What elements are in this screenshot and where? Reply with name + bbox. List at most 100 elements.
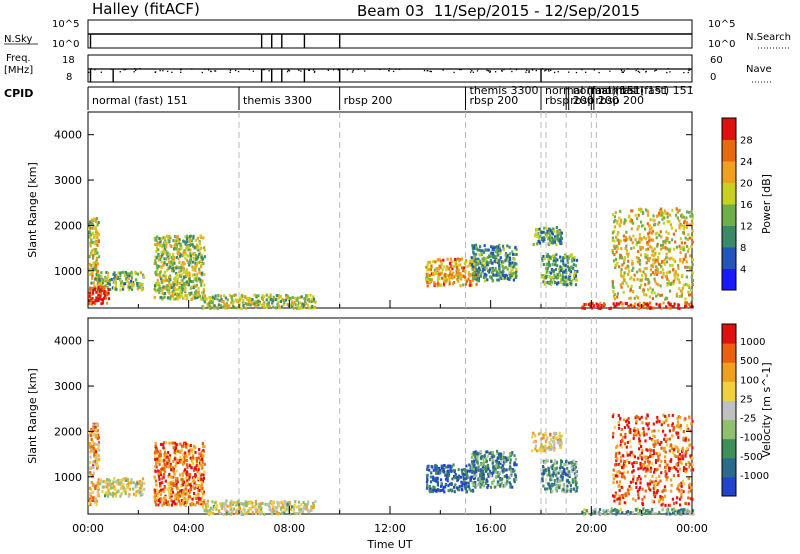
velocity-cell xyxy=(489,469,492,473)
velocity-cell xyxy=(160,498,163,502)
velocity-cell xyxy=(171,490,175,494)
power-cell xyxy=(623,218,626,222)
power-cell xyxy=(475,257,478,261)
velocity-cell xyxy=(141,493,144,497)
velocity-cell xyxy=(560,441,563,445)
velocity-cell xyxy=(180,493,183,497)
velocity-cell xyxy=(678,482,681,486)
velocity-cell xyxy=(137,490,140,494)
power-cell xyxy=(511,252,515,256)
nave-point xyxy=(287,69,289,71)
power-cell xyxy=(475,252,478,256)
velocity-cell xyxy=(486,468,489,472)
velocity-cell xyxy=(229,503,232,507)
power-cell xyxy=(506,277,509,281)
power-cell xyxy=(653,260,656,264)
power-cell xyxy=(286,302,289,306)
power-cell xyxy=(303,296,306,300)
velocity-cell xyxy=(432,475,435,479)
power-cell xyxy=(188,263,191,267)
power-cell xyxy=(89,230,92,234)
velocity-cell xyxy=(500,460,503,463)
power-cell xyxy=(625,249,628,252)
power-cell xyxy=(618,224,621,228)
velocity-cell xyxy=(476,455,479,459)
power-cell xyxy=(130,274,133,278)
velocity-cell xyxy=(622,466,625,470)
nave-point xyxy=(314,70,316,73)
velocity-cell xyxy=(468,463,471,467)
velocity-cell xyxy=(191,456,195,460)
velocity-cell xyxy=(442,470,445,474)
velocity-cell xyxy=(298,506,301,510)
power-colorbar-frame xyxy=(721,117,737,291)
velocity-cell xyxy=(628,484,631,488)
velocity-cell xyxy=(430,480,433,484)
velocity-cell xyxy=(660,423,663,427)
velocity-cell xyxy=(658,420,661,424)
power-cell xyxy=(560,259,563,263)
power-cell xyxy=(547,257,550,261)
velocity-cell xyxy=(426,484,429,487)
power-cell xyxy=(92,219,95,223)
power-cell xyxy=(223,302,226,306)
power-cell xyxy=(231,298,234,302)
power-cell xyxy=(554,281,557,284)
power-cell xyxy=(661,275,664,279)
velocity-cell xyxy=(184,451,187,455)
velocity-cell xyxy=(204,502,207,506)
power-cell xyxy=(515,248,518,252)
power-cell xyxy=(254,294,258,298)
power-cell xyxy=(656,242,659,246)
power-cell xyxy=(471,263,474,267)
power-cell xyxy=(92,301,95,305)
power-cell xyxy=(570,254,573,258)
velocity-cell xyxy=(90,444,93,447)
velocity-cell xyxy=(638,437,641,441)
velocity-cell xyxy=(292,507,296,511)
power-cell xyxy=(154,261,157,265)
power-cell xyxy=(495,255,498,259)
nave-point xyxy=(337,69,340,71)
power-cell xyxy=(257,303,260,307)
power-cell xyxy=(300,295,303,299)
nave-point xyxy=(688,69,690,71)
velocity-cell xyxy=(658,474,661,478)
power-cell xyxy=(163,241,166,245)
velocity-cell xyxy=(96,481,99,485)
velocity-cell xyxy=(159,493,162,496)
velocity-cell xyxy=(442,488,445,492)
velocity-cell xyxy=(678,488,681,492)
power-cell xyxy=(472,250,475,254)
power-cell xyxy=(504,253,507,257)
nave-point xyxy=(486,69,488,72)
velocity-cell xyxy=(502,453,505,457)
velocity-cell xyxy=(179,489,182,493)
power-cell xyxy=(165,245,168,249)
power-cell xyxy=(644,208,648,212)
velocity-cell xyxy=(192,468,196,472)
power-cell xyxy=(513,276,516,280)
velocity-cell xyxy=(543,446,546,449)
velocity-cell xyxy=(479,481,482,485)
power-cell xyxy=(440,261,443,265)
power-cell xyxy=(99,288,102,292)
power-cell xyxy=(655,294,658,298)
velocity-cell xyxy=(495,463,498,467)
power-cell xyxy=(614,219,617,223)
velocity-cell xyxy=(153,475,156,479)
velocity-cell xyxy=(688,486,691,490)
velocity-cell xyxy=(474,452,477,456)
power-cell xyxy=(93,235,96,239)
power-cell xyxy=(194,296,197,300)
power-cell xyxy=(473,259,476,263)
nave-point xyxy=(469,68,472,70)
power-cell xyxy=(442,258,445,262)
velocity-cell xyxy=(553,441,556,445)
velocity-cell xyxy=(91,491,94,495)
power-cell xyxy=(677,303,680,307)
velocity-cell xyxy=(202,449,205,453)
power-cell xyxy=(244,306,247,310)
velocity-cell xyxy=(486,454,489,458)
nave-point xyxy=(622,71,624,73)
